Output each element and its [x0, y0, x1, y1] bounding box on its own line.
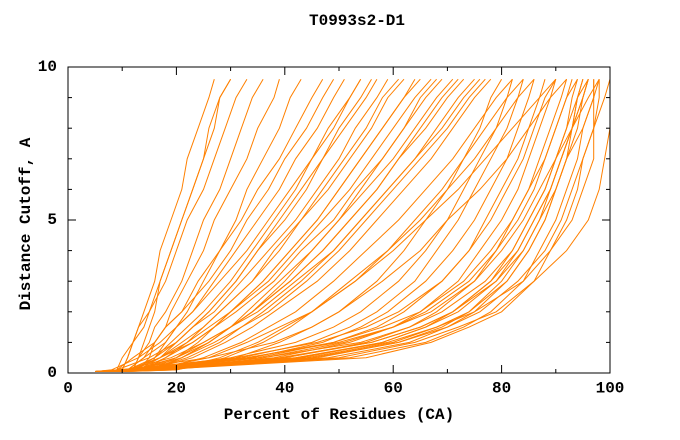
model-curve: [100, 78, 324, 372]
model-curve: [100, 78, 481, 372]
model-curve: [100, 78, 405, 372]
model-curve: [111, 79, 611, 372]
model-curve: [100, 79, 600, 372]
x-axis-label: Percent of Residues (CA): [223, 406, 455, 424]
model-curve: [111, 79, 557, 372]
model-curve: [116, 79, 568, 372]
model-curve: [111, 79, 535, 372]
model-curve: [95, 78, 232, 372]
y-tick-label: 10: [38, 58, 57, 76]
model-curve: [111, 78, 486, 372]
model-curve: [111, 79, 280, 372]
model-curve: [127, 78, 524, 372]
model-curve: [105, 78, 557, 372]
model-curve: [100, 78, 416, 372]
model-curve: [111, 78, 492, 372]
model-curve: [100, 79, 595, 372]
model-curve: [95, 78, 589, 372]
chart-title: T0993s2-D1: [308, 12, 406, 30]
model-curve: [95, 78, 248, 372]
model-curve: [95, 78, 389, 372]
model-curve: [116, 78, 437, 372]
x-tick-label: 20: [167, 379, 186, 397]
model-curve: [100, 78, 362, 372]
model-curve: [100, 79, 513, 372]
model-curve: [95, 78, 600, 372]
model-curve: [95, 78, 557, 372]
model-curve: [105, 78, 432, 372]
model-curve: [105, 79, 589, 372]
model-curve: [122, 78, 567, 372]
x-tick-label: 80: [492, 379, 511, 397]
x-tick-label: 100: [596, 379, 625, 397]
model-curve: [111, 78, 454, 372]
model-curve: [95, 78, 362, 372]
model-curve: [100, 79, 584, 372]
model-curve: [105, 78, 372, 372]
model-curve: [111, 78, 302, 372]
model-curve: [100, 78, 578, 372]
model-curve: [100, 79, 524, 372]
y-tick-label: 5: [47, 211, 57, 229]
model-curve: [105, 78, 264, 372]
model-curve: [111, 78, 513, 372]
model-curve: [95, 78, 335, 372]
model-curve: [100, 79, 215, 372]
x-tick-label: 40: [275, 379, 294, 397]
y-tick-label: 0: [47, 364, 57, 382]
model-curve: [100, 78, 459, 372]
model-curve: [105, 79, 611, 372]
model-curve: [116, 78, 421, 372]
model-curve: [122, 78, 535, 372]
model-curve: [111, 79, 595, 372]
x-tick-label: 60: [384, 379, 403, 397]
model-curve: [100, 78, 345, 372]
model-curve: [95, 78, 503, 372]
y-axis-label: Distance Cutoff, A: [17, 137, 35, 311]
x-tick-label: 0: [63, 379, 73, 397]
